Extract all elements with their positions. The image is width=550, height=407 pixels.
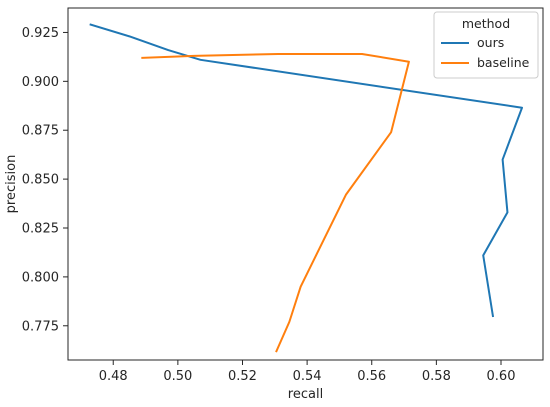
y-axis-label: precision xyxy=(4,155,19,214)
plot-lines xyxy=(89,23,523,353)
x-tick-label: 0.50 xyxy=(163,369,192,384)
y-tick-label: 0.875 xyxy=(22,124,59,139)
x-tick-label: 0.48 xyxy=(99,369,128,384)
x-tick-label: 0.52 xyxy=(228,369,257,384)
x-tick-label: 0.54 xyxy=(293,369,322,384)
y-tick-label: 0.825 xyxy=(22,222,59,237)
plot-frame xyxy=(67,7,544,361)
legend-title: method xyxy=(462,16,510,31)
x-tick-label: 0.56 xyxy=(357,369,386,384)
y-axis-ticks: 0.775 0.800 0.825 0.850 0.875 0.900 0.925 xyxy=(22,26,68,334)
y-tick-label: 0.900 xyxy=(22,75,59,90)
x-axis-ticks: 0.48 0.50 0.52 0.54 0.56 0.58 0.60 xyxy=(99,360,516,384)
series-line-baseline xyxy=(141,52,410,353)
series-line-ours xyxy=(89,23,523,318)
legend-entries: ours baseline xyxy=(441,35,530,70)
legend-label-baseline: baseline xyxy=(477,55,530,70)
y-tick-label: 0.800 xyxy=(22,270,59,285)
legend-box xyxy=(433,11,539,79)
x-tick-label: 0.60 xyxy=(487,369,516,384)
y-tick-label: 0.775 xyxy=(22,319,59,334)
legend: method ours baseline xyxy=(433,11,539,79)
legend-label-ours: ours xyxy=(477,35,504,50)
x-axis-label: recall xyxy=(288,387,323,402)
x-tick-label: 0.58 xyxy=(422,369,451,384)
y-tick-label: 0.850 xyxy=(22,173,59,188)
y-tick-label: 0.925 xyxy=(22,26,59,41)
